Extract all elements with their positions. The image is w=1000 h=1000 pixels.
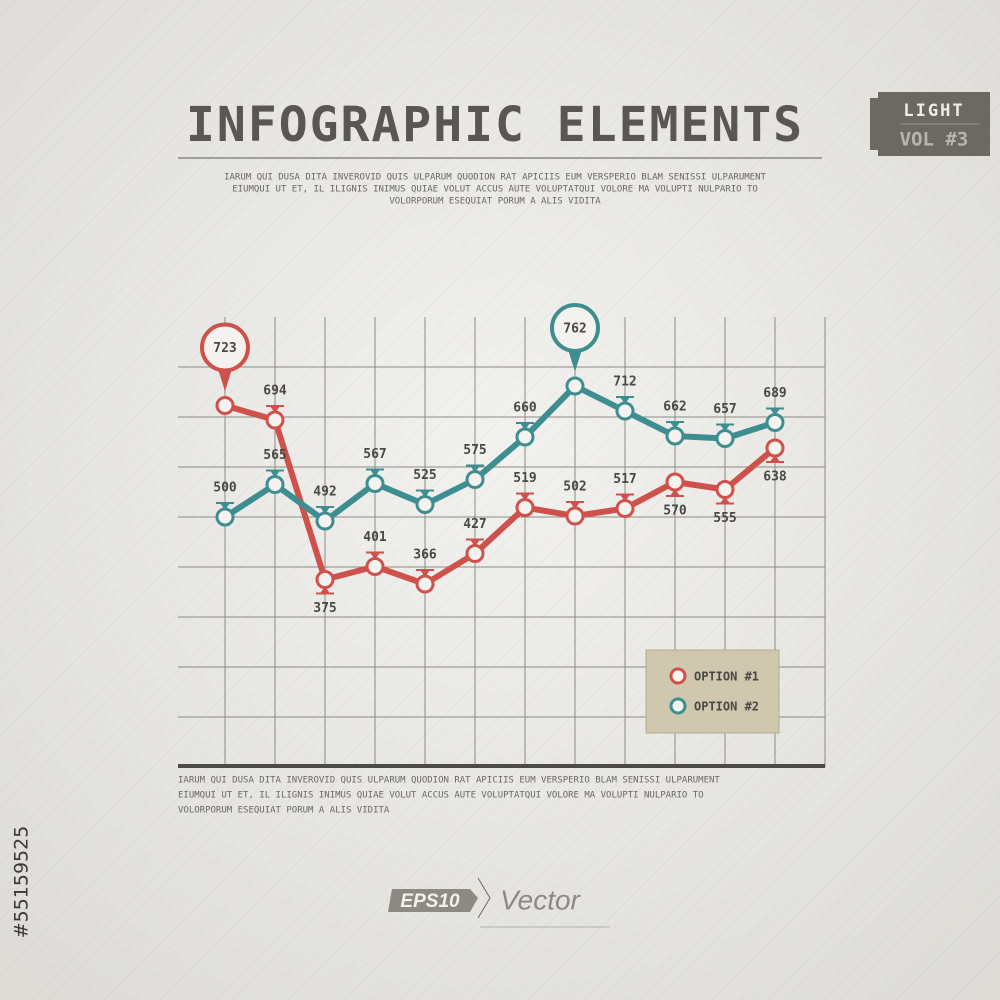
- point: [265, 410, 285, 430]
- legend-box: [645, 649, 780, 734]
- label-arrow: [320, 507, 330, 514]
- label-arrow: [470, 465, 480, 473]
- format-box: [388, 889, 478, 912]
- point: [565, 506, 585, 526]
- value-label: 723: [213, 341, 236, 356]
- value-label: 517: [613, 472, 636, 487]
- value-label: 694: [263, 384, 287, 399]
- value-label: 570: [663, 504, 687, 519]
- value-label: 555: [713, 511, 736, 526]
- label-arrow: [370, 552, 380, 560]
- point: [465, 470, 485, 489]
- point: [315, 570, 335, 589]
- label-arrow: [670, 422, 680, 429]
- value-label: 500: [213, 481, 237, 496]
- label-arrow: [670, 489, 680, 496]
- point: [565, 376, 585, 396]
- footnote-line: IARUM QUI DUSA DITA INVEROVID QUIS ULPAR…: [178, 776, 720, 786]
- chart-title: INFOGRAPHIC ELEMENTS: [186, 97, 804, 153]
- footnote-line: EIUMQUI UT ET, IL ILIGNIS INIMUS QUIAE V…: [178, 791, 704, 801]
- value-label: 519: [513, 471, 536, 486]
- point: [515, 427, 535, 447]
- label-arrow: [520, 423, 530, 430]
- format-label: EPS10: [400, 891, 460, 912]
- point: [365, 474, 385, 493]
- badge-bottom: VOL #3: [900, 129, 969, 151]
- value-label: 567: [363, 447, 386, 462]
- label-arrow: [420, 570, 430, 577]
- plot: 723 694 375 401 366 427 519 502 517 570 555 638 500 5…: [178, 303, 826, 767]
- label-arrow: [520, 493, 530, 501]
- value-label: 638: [763, 470, 787, 485]
- label-arrow: [770, 408, 780, 416]
- value-label: 525: [413, 468, 436, 483]
- format-badge: EPS10 Vector: [388, 877, 610, 928]
- point: [215, 507, 235, 527]
- legend-label: OPTION #1: [694, 670, 759, 684]
- point: [415, 495, 435, 514]
- label-arrow: [320, 586, 330, 594]
- point: [515, 498, 535, 517]
- description-line: IARUM QUI DUSA DITA INVEROVID QUIS ULPAR…: [224, 173, 766, 183]
- format-text: Vector: [500, 884, 582, 915]
- value-label: 366: [413, 548, 437, 563]
- point: [765, 438, 785, 458]
- point: [415, 574, 435, 594]
- point: [615, 401, 635, 421]
- badge-top: LIGHT: [903, 101, 964, 121]
- label-arrow: [220, 503, 230, 510]
- point: [715, 480, 735, 499]
- footnote-line: VOLORPORUM ESEQUIAT PORUM A ALIS VIDITA: [178, 806, 390, 816]
- badge-tab: [870, 98, 880, 150]
- value-label: 662: [663, 400, 686, 415]
- value-label: 660: [513, 401, 537, 416]
- label-arrow: [470, 539, 480, 547]
- format-bracket: [477, 877, 491, 919]
- description-line: EIUMQUI UT ET, IL ILIGNIS INIMUS QUIAE V…: [232, 185, 758, 195]
- value-label: 401: [363, 530, 387, 545]
- point: [765, 413, 785, 432]
- value-label: 689: [763, 386, 786, 401]
- label-arrow: [270, 470, 280, 478]
- description-line: VOLORPORUM ESEQUIAT PORUM A ALIS VIDITA: [389, 197, 601, 207]
- label-arrow: [620, 494, 630, 502]
- value-label: 565: [263, 448, 286, 463]
- pin-ring: [550, 303, 600, 353]
- label-arrow: [420, 490, 430, 498]
- point: [615, 499, 635, 518]
- legend-label: OPTION #2: [694, 700, 759, 714]
- label-arrow: [720, 496, 730, 504]
- value-label: 657: [713, 402, 736, 417]
- label-arrow: [570, 502, 580, 509]
- point: [665, 426, 685, 446]
- point: [665, 472, 685, 492]
- value-label: 502: [563, 480, 586, 495]
- value-label: 375: [313, 601, 336, 616]
- stock-id: #55159525: [11, 826, 33, 939]
- value-label: 712: [613, 375, 636, 390]
- pin-ring: [200, 322, 250, 373]
- point: [365, 557, 385, 576]
- label-arrow: [620, 397, 630, 404]
- value-label: 762: [563, 322, 586, 337]
- point: [465, 544, 485, 563]
- point: [215, 396, 235, 415]
- value-label: 492: [313, 485, 336, 500]
- point: [715, 429, 735, 448]
- legend-marker: [669, 667, 687, 685]
- point: [315, 511, 335, 531]
- label-arrow: [770, 455, 780, 462]
- label-arrow: [370, 469, 380, 477]
- legend-marker: [669, 697, 687, 715]
- point: [265, 475, 285, 494]
- label-arrow: [270, 406, 280, 413]
- value-label: 427: [463, 517, 486, 532]
- label-arrow: [720, 424, 730, 432]
- value-label: 575: [463, 443, 486, 458]
- badge: LIGHT VOL #3: [870, 92, 990, 156]
